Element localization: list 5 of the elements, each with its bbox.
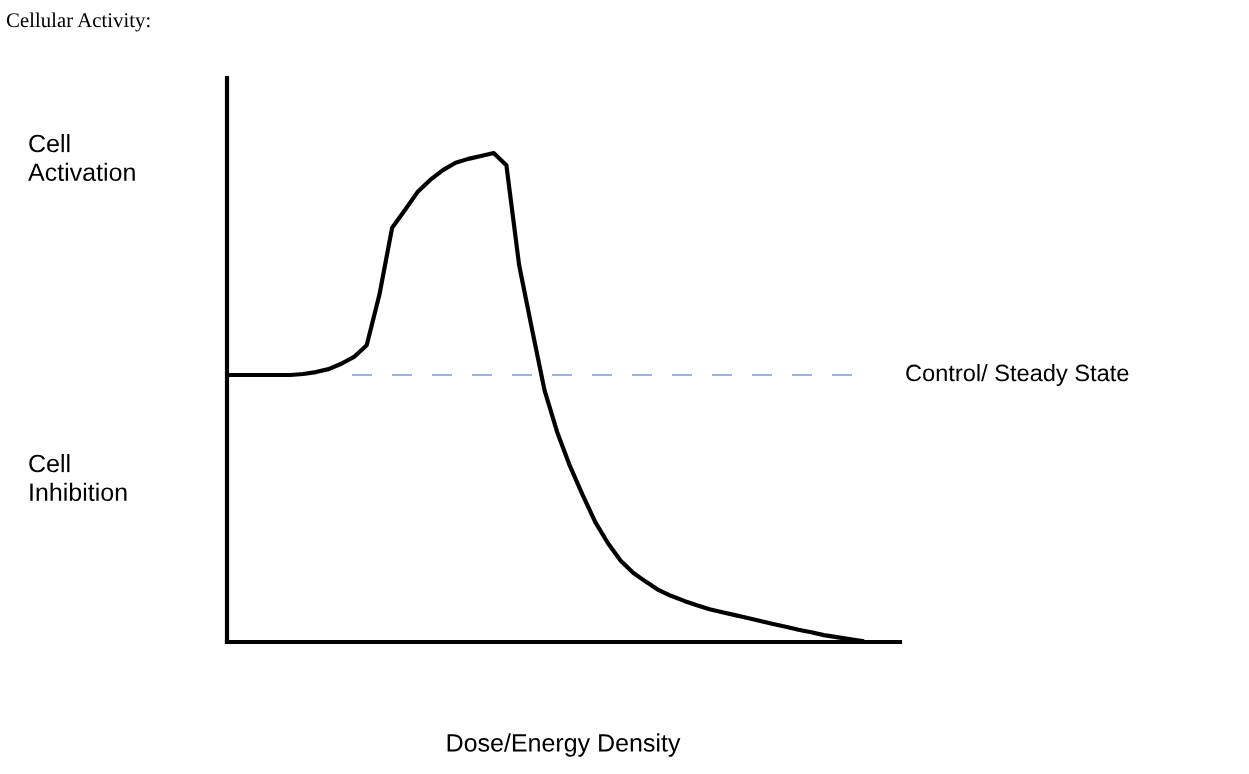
x-axis-title: Dose/Energy Density [447,733,681,757]
text: Cell Activation [28,133,135,182]
ref-line-label: Control/ Steady State [906,364,1129,387]
chart-title: Cellular Activity: [6,12,150,32]
text: Cell Inhibition [29,453,127,502]
